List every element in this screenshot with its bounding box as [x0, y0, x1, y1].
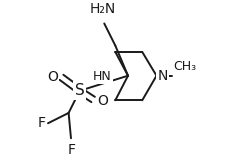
- Text: HN: HN: [93, 70, 112, 83]
- Text: F: F: [38, 116, 46, 130]
- Text: H₂N: H₂N: [90, 1, 116, 16]
- Text: O: O: [47, 70, 58, 83]
- Text: CH₃: CH₃: [173, 60, 196, 73]
- Text: O: O: [97, 94, 108, 108]
- Text: S: S: [75, 83, 85, 98]
- Text: F: F: [68, 143, 76, 157]
- Text: N: N: [157, 69, 168, 83]
